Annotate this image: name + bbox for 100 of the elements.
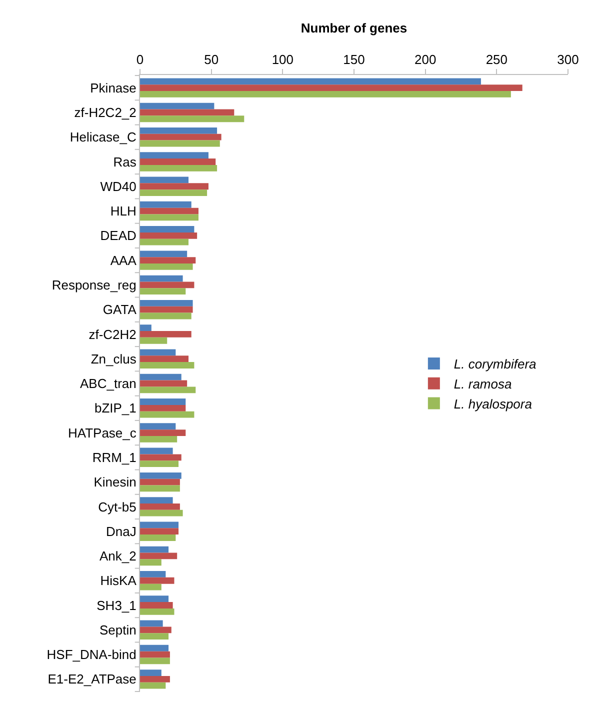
bar [140, 633, 169, 640]
x-tick-label: 0 [136, 52, 144, 67]
bar [140, 404, 186, 412]
x-tick-label: 150 [343, 52, 365, 67]
bar [140, 460, 179, 468]
bar [140, 226, 194, 232]
bar [140, 620, 163, 627]
bar [140, 608, 174, 615]
bar [140, 497, 173, 504]
bar [140, 275, 183, 282]
bar [140, 411, 194, 418]
bar [140, 584, 162, 590]
y-tick-label: Zn_clus [90, 351, 137, 366]
y-tick-label: bZIP_1 [94, 400, 136, 416]
y-tick-label: Kinesin [94, 474, 136, 490]
bar [140, 158, 216, 165]
bar [140, 288, 186, 295]
bar [140, 676, 170, 682]
y-tick-label: HisKA [100, 573, 137, 588]
y-tick-label: zf-C2H2 [88, 326, 136, 342]
bar [140, 448, 173, 454]
bar [140, 337, 168, 344]
y-tick-label: Helicase_C [70, 130, 136, 145]
y-tick-label: GATA [102, 302, 137, 318]
legend-label: L. ramosa [454, 376, 512, 392]
y-tick-label: Cyt-b5 [98, 499, 136, 514]
bar [140, 552, 178, 560]
bar [140, 102, 214, 110]
bar [140, 282, 194, 288]
y-tick-label: E1-E2_ATPase [48, 672, 136, 687]
bar [140, 510, 183, 516]
y-tick-label: DnaJ [106, 524, 136, 539]
bar [140, 472, 182, 479]
bar [140, 264, 193, 270]
bar [140, 257, 196, 264]
y-tick-label: zf-H2C2_2 [74, 105, 136, 120]
legend-label: L. corymbifera [454, 356, 536, 372]
bar [140, 109, 234, 116]
bar [140, 362, 194, 368]
bar [140, 528, 179, 535]
bar [140, 478, 180, 486]
bar [140, 91, 511, 98]
bar [140, 183, 208, 190]
bar [140, 577, 174, 584]
bar [140, 306, 193, 313]
y-tick-label: AAA [110, 252, 137, 268]
x-tick-label: 250 [486, 52, 508, 67]
bar [140, 374, 182, 380]
bar [140, 140, 220, 147]
bar [140, 164, 218, 172]
legend-label: L. hyalospora [454, 396, 532, 412]
bar [140, 324, 152, 332]
bar [140, 331, 192, 338]
bar [140, 116, 244, 122]
bar [140, 571, 166, 578]
bar [140, 644, 169, 652]
bar [140, 534, 176, 541]
bar [140, 176, 189, 184]
bar [140, 214, 198, 221]
bar [140, 127, 218, 134]
bar [140, 238, 189, 246]
bar [140, 201, 192, 208]
bar [140, 596, 169, 602]
bar [140, 386, 196, 394]
bar [140, 312, 192, 320]
bar [140, 651, 170, 658]
bar [140, 250, 188, 258]
bar [140, 190, 208, 196]
bar [140, 300, 193, 306]
bar [140, 78, 481, 85]
y-tick-label: RRM_1 [92, 450, 136, 465]
bar [140, 134, 222, 140]
bar [140, 602, 173, 608]
x-tick-label: 200 [414, 52, 436, 67]
bar [140, 504, 180, 510]
y-tick-label: ABC_tran [80, 376, 136, 392]
bar [140, 349, 176, 356]
y-tick-label: Pkinase [90, 80, 136, 96]
bar [140, 356, 189, 362]
y-tick-label: SH3_1 [96, 598, 136, 613]
x-tick-label: 100 [272, 52, 294, 67]
bar [140, 398, 186, 405]
bar [140, 670, 162, 676]
bar [140, 436, 178, 442]
y-tick-label: Response_reg [52, 277, 136, 292]
y-tick-label: Ank_2 [100, 548, 136, 564]
bar [140, 152, 208, 159]
bar [140, 454, 182, 461]
y-tick-label: DEAD [100, 228, 136, 244]
y-tick-label: HATPase_c [68, 425, 137, 440]
bar [140, 232, 198, 239]
bar [140, 546, 169, 553]
bar [140, 522, 179, 528]
bar [140, 423, 176, 430]
bar [140, 682, 166, 689]
bar [140, 658, 170, 664]
x-tick-label: 50 [204, 52, 219, 67]
bar [140, 208, 198, 214]
bar [140, 380, 188, 387]
y-tick-label: Ras [113, 154, 137, 170]
